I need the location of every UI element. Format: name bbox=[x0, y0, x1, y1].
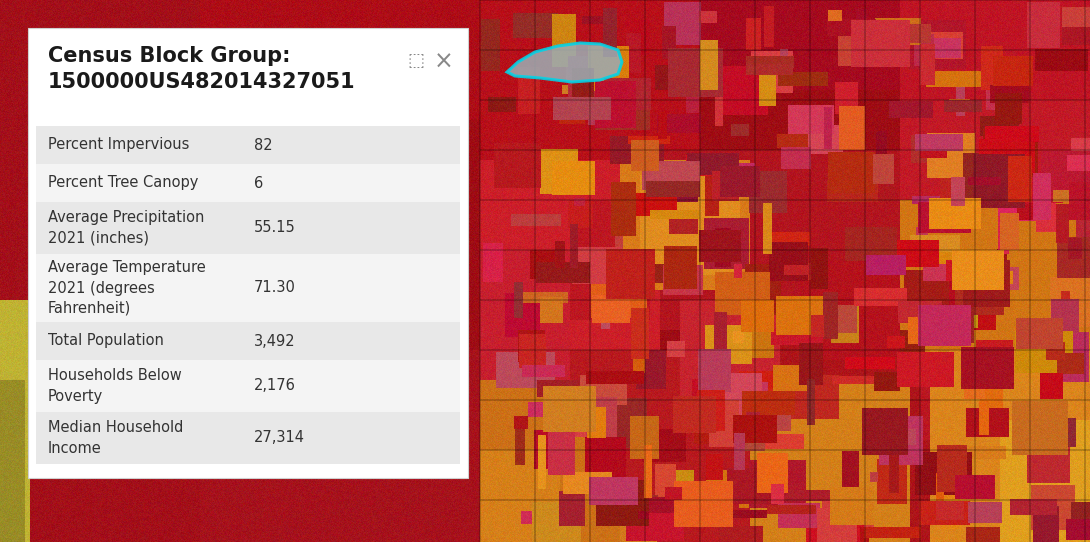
Text: 2,176: 2,176 bbox=[254, 378, 295, 393]
Text: Percent Tree Canopy: Percent Tree Canopy bbox=[48, 176, 198, 190]
Text: 1500000US482014327051: 1500000US482014327051 bbox=[48, 72, 355, 92]
Text: 55.15: 55.15 bbox=[254, 221, 295, 236]
Text: Average Temperature
2021 (degrees
Fahrenheit): Average Temperature 2021 (degrees Fahren… bbox=[48, 260, 206, 316]
Text: 3,492: 3,492 bbox=[254, 333, 295, 349]
Bar bbox=[36, 412, 460, 464]
Text: Median Household
Income: Median Household Income bbox=[48, 420, 183, 456]
Text: Total Population: Total Population bbox=[48, 333, 164, 349]
Polygon shape bbox=[507, 43, 622, 82]
Text: Census Block Group:: Census Block Group: bbox=[48, 46, 291, 66]
FancyBboxPatch shape bbox=[28, 28, 468, 478]
Bar bbox=[36, 126, 460, 164]
Text: 6: 6 bbox=[254, 176, 264, 190]
Text: 27,314: 27,314 bbox=[254, 430, 305, 446]
Bar bbox=[36, 360, 460, 412]
Bar bbox=[36, 202, 460, 254]
Bar bbox=[36, 322, 460, 360]
Text: Households Below
Poverty: Households Below Poverty bbox=[48, 369, 182, 404]
Text: 71.30: 71.30 bbox=[254, 281, 295, 295]
Bar bbox=[36, 164, 460, 202]
Text: ⬚: ⬚ bbox=[408, 52, 424, 70]
Text: Percent Impervious: Percent Impervious bbox=[48, 138, 190, 152]
Text: 82: 82 bbox=[254, 138, 272, 152]
Bar bbox=[36, 254, 460, 322]
Text: Average Precipitation
2021 (inches): Average Precipitation 2021 (inches) bbox=[48, 210, 205, 246]
Text: ×: × bbox=[434, 50, 453, 74]
